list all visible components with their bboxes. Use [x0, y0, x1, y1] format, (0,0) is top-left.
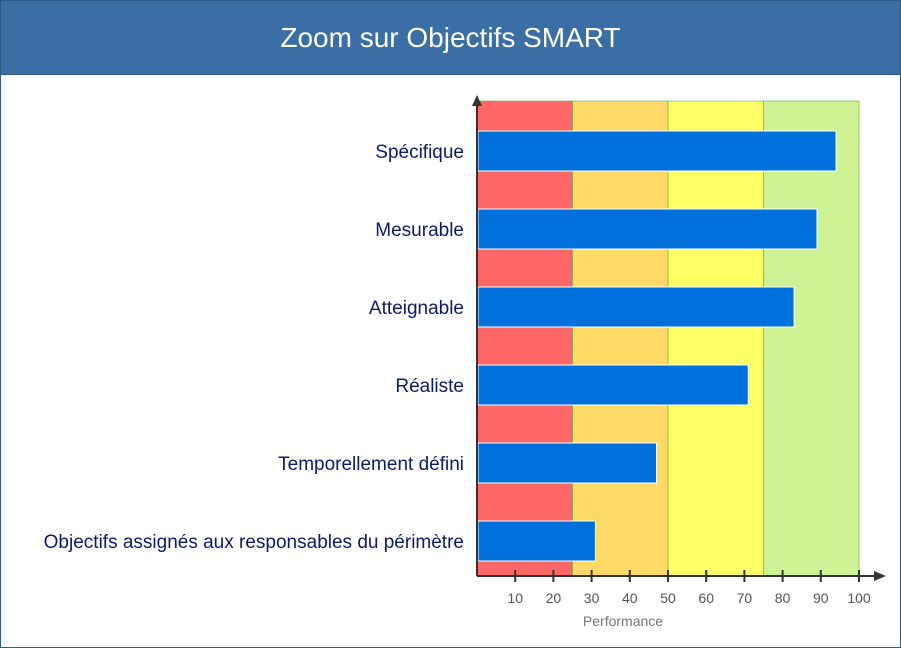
category-label-3: Réaliste [395, 376, 464, 397]
bar-2 [477, 286, 795, 328]
x-tick-label-4: 50 [660, 590, 676, 606]
bar-5 [477, 520, 596, 562]
x-axis-label: Performance [583, 613, 663, 629]
x-tick-label-8: 90 [813, 590, 829, 606]
x-tick-label-2: 30 [584, 590, 600, 606]
bar-4 [477, 442, 658, 484]
category-label-4: Temporellement défini [278, 454, 464, 475]
bar-chart: Spécifique Mesurable Atteignable Réaliste Te… [44, 95, 886, 629]
panel-header: Zoom sur Objectifs SMART [1, 1, 900, 75]
category-label-0: Spécifique [375, 142, 464, 163]
category-label-5: Objectifs assignés aux responsables du p… [44, 532, 464, 553]
band-1 [572, 100, 669, 577]
x-tick-label-9: 100 [847, 590, 871, 606]
bar-3 [477, 364, 749, 406]
x-tick-label-6: 70 [737, 590, 753, 606]
category-labels: Spécifique Mesurable Atteignable Réaliste Te… [44, 142, 464, 553]
y-axis-arrow [472, 95, 482, 106]
x-tick-label-5: 60 [698, 590, 714, 606]
bar-0 [477, 130, 837, 172]
bars-group [477, 130, 837, 562]
x-axis-arrow [874, 571, 886, 581]
band-3 [763, 100, 860, 577]
chart-title: Zoom sur Objectifs SMART [280, 22, 621, 53]
x-tick-label-7: 80 [775, 590, 791, 606]
bar-1 [477, 208, 818, 250]
x-ticks: 10 20 30 40 50 60 70 80 90 100 [507, 570, 871, 606]
performance-bands [476, 100, 860, 577]
category-label-1: Mesurable [375, 220, 464, 241]
x-tick-label-3: 40 [622, 590, 638, 606]
x-tick-label-1: 20 [546, 590, 562, 606]
x-tick-label-0: 10 [507, 590, 523, 606]
category-label-2: Atteignable [369, 298, 464, 319]
band-0 [476, 100, 573, 577]
band-2 [667, 100, 764, 577]
axes [472, 95, 886, 581]
